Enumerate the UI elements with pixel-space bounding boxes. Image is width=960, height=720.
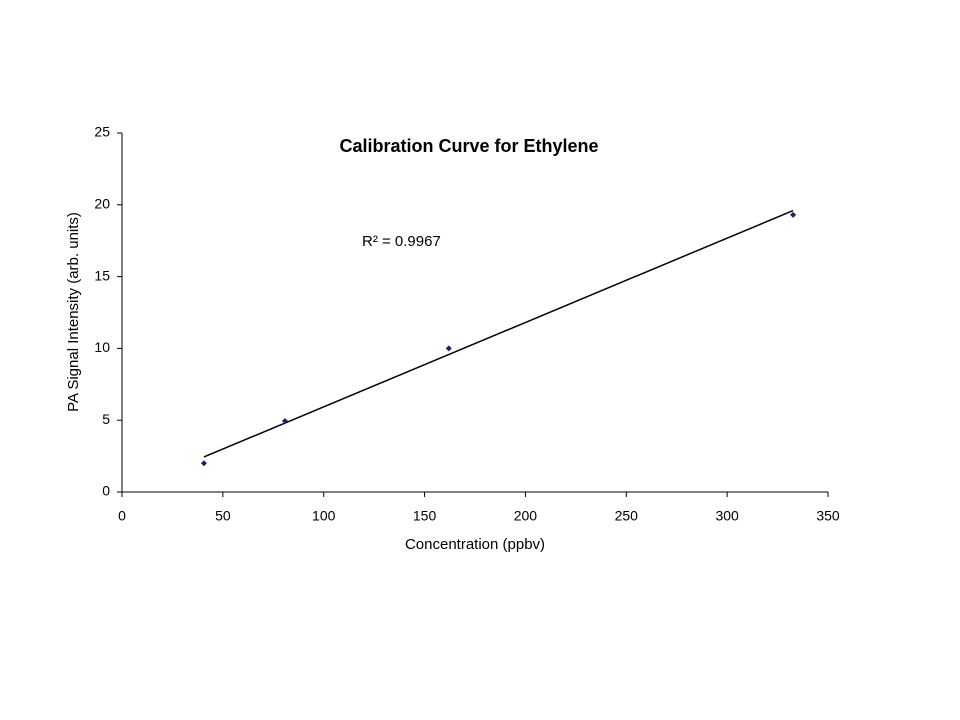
- y-tick-label: 25: [94, 124, 110, 140]
- chart-title: Calibration Curve for Ethylene: [339, 136, 598, 156]
- y-tick-label: 20: [94, 196, 110, 212]
- x-tick-label: 150: [413, 508, 437, 524]
- y-tick-label: 15: [94, 267, 110, 283]
- y-tick-label: 10: [94, 339, 110, 355]
- r-squared-annotation: R² = 0.9967: [362, 233, 441, 250]
- data-point: [445, 345, 452, 352]
- y-tick-label: 0: [102, 483, 110, 499]
- x-tick-label: 300: [715, 508, 739, 524]
- x-tick-label: 350: [816, 508, 840, 524]
- y-axis-label: PA Signal Intensity (arb. units): [65, 212, 82, 412]
- x-tick-label: 250: [615, 508, 639, 524]
- data-point: [281, 418, 288, 425]
- x-tick-label: 100: [312, 508, 336, 524]
- y-tick-label: 5: [102, 411, 110, 427]
- x-tick-label: 50: [215, 508, 231, 524]
- x-tick-label: 0: [118, 508, 126, 524]
- x-axis-label: Concentration (ppbv): [405, 536, 545, 553]
- trendline: [203, 209, 794, 458]
- data-point: [790, 211, 797, 218]
- data-point: [200, 460, 207, 467]
- x-tick-label: 200: [514, 508, 538, 524]
